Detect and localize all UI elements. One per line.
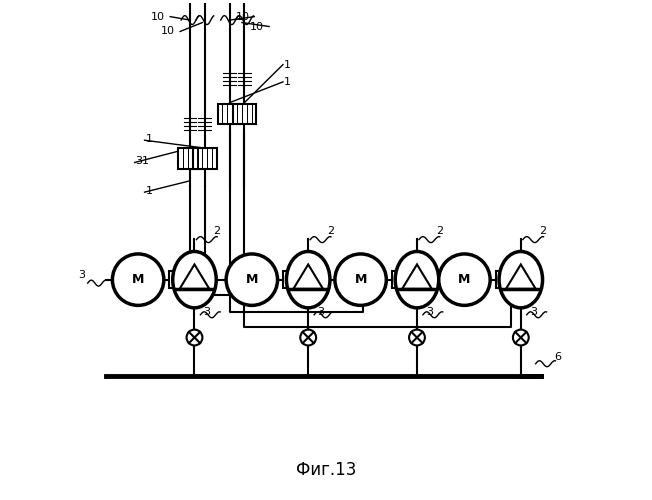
Circle shape	[186, 330, 202, 345]
Polygon shape	[402, 264, 432, 289]
Text: M: M	[355, 273, 367, 286]
Bar	[392, 272, 396, 288]
Text: 3: 3	[78, 270, 85, 280]
Polygon shape	[506, 264, 535, 289]
Text: 2: 2	[436, 226, 443, 235]
Text: Фиг.13: Фиг.13	[296, 461, 356, 479]
Text: M: M	[132, 273, 144, 286]
Text: 6: 6	[554, 352, 561, 362]
Polygon shape	[180, 264, 209, 289]
Text: M: M	[246, 273, 258, 286]
Ellipse shape	[499, 252, 542, 308]
Circle shape	[513, 330, 529, 345]
Text: M: M	[458, 273, 471, 286]
Text: 1: 1	[145, 134, 153, 144]
Text: 1: 1	[145, 186, 153, 196]
Bar	[287, 272, 292, 288]
Circle shape	[409, 330, 425, 345]
Bar	[233, 104, 256, 124]
Circle shape	[335, 254, 387, 306]
Bar	[283, 272, 288, 288]
Polygon shape	[293, 264, 323, 289]
Text: 31: 31	[136, 156, 150, 166]
Circle shape	[301, 330, 316, 345]
Bar	[499, 272, 505, 288]
Text: 10: 10	[235, 12, 249, 22]
Text: 1: 1	[284, 77, 291, 87]
Bar	[396, 272, 401, 288]
Text: 2: 2	[327, 226, 334, 235]
Ellipse shape	[395, 252, 439, 308]
Bar	[173, 272, 178, 288]
Ellipse shape	[286, 252, 330, 308]
Circle shape	[226, 254, 278, 306]
Text: 3: 3	[317, 307, 324, 317]
Text: 3: 3	[529, 307, 537, 317]
Text: 2: 2	[540, 226, 547, 235]
Bar	[193, 148, 216, 169]
Bar	[218, 104, 241, 124]
Text: 10: 10	[161, 26, 175, 36]
Circle shape	[112, 254, 164, 306]
Text: 10: 10	[250, 22, 264, 32]
Text: 10: 10	[151, 12, 166, 22]
Text: 3: 3	[203, 307, 211, 317]
Text: 1: 1	[284, 60, 291, 70]
Text: 3: 3	[426, 307, 433, 317]
Text: 2: 2	[213, 226, 220, 235]
Bar	[496, 272, 501, 288]
Bar	[170, 272, 174, 288]
Ellipse shape	[173, 252, 216, 308]
Bar	[178, 148, 202, 169]
Circle shape	[439, 254, 490, 306]
